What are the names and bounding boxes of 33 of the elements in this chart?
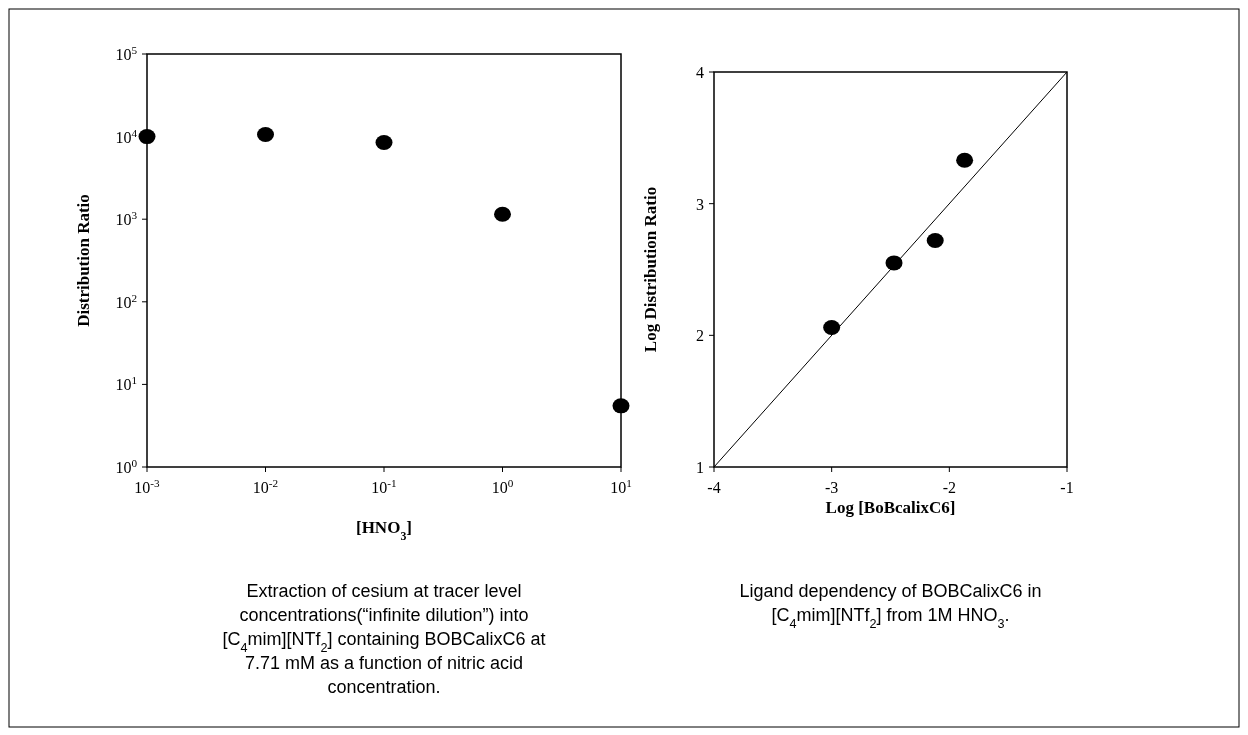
point bbox=[612, 398, 630, 414]
x-tick-label: -2 bbox=[942, 479, 956, 496]
y-tick-label: 10$^{1}$ bbox=[115, 374, 137, 394]
text: Extraction of cesium at tracer level concentrations(“infinite dilution”) into [C$_{4}$mim][NTf$_{2}$] containing BOBCalixC6 at 7.71 mM as a function of nitric acid concentration. bbox=[222, 581, 546, 697]
point bbox=[257, 127, 274, 143]
x-tick-label: -4 bbox=[707, 479, 721, 496]
point bbox=[138, 129, 156, 145]
y-tick-label: 10$^{2}$ bbox=[115, 291, 137, 311]
x-tick-label: 10$^{-3}$ bbox=[134, 477, 161, 496]
point bbox=[926, 233, 944, 249]
x-tick-label: -3 bbox=[825, 479, 839, 496]
text: Ligand dependency of BOBCalixC6 in [C$_{4}$mim][NTf$_{2}$] from 1M HNO$_{3}$. bbox=[739, 581, 1042, 631]
x-tick-label: -1 bbox=[1060, 479, 1074, 496]
y-tick-label: 1 bbox=[696, 459, 704, 476]
x-tick-label: 10$^{0}$ bbox=[491, 477, 514, 496]
y-tick-label: 10$^{4}$ bbox=[115, 126, 138, 146]
point bbox=[375, 134, 393, 150]
x-tick-label: 10$^{1}$ bbox=[610, 477, 632, 496]
y-tick-label: 10$^{5}$ bbox=[115, 44, 138, 63]
point bbox=[823, 319, 841, 335]
point bbox=[494, 206, 511, 222]
y-tick-label: 3 bbox=[696, 195, 704, 213]
y-tick-label: 2 bbox=[696, 327, 704, 345]
x-axis-title: [HNO$_{3}$] bbox=[355, 518, 413, 543]
x-axis-title: Log [BoBcalixC6] bbox=[825, 498, 956, 517]
y-tick-label: 4 bbox=[696, 64, 704, 81]
y-tick-label: 10$^{0}$ bbox=[115, 457, 138, 476]
x-tick-label: 10$^{-2}$ bbox=[252, 477, 279, 496]
x-tick-label: 10$^{-1}$ bbox=[371, 477, 397, 496]
y-axis-title: Distribution Ratio bbox=[74, 194, 93, 327]
y-axis-title: Log Distribution Ratio bbox=[641, 186, 660, 353]
point bbox=[956, 152, 974, 168]
y-tick-label: 10$^{3}$ bbox=[115, 209, 138, 229]
